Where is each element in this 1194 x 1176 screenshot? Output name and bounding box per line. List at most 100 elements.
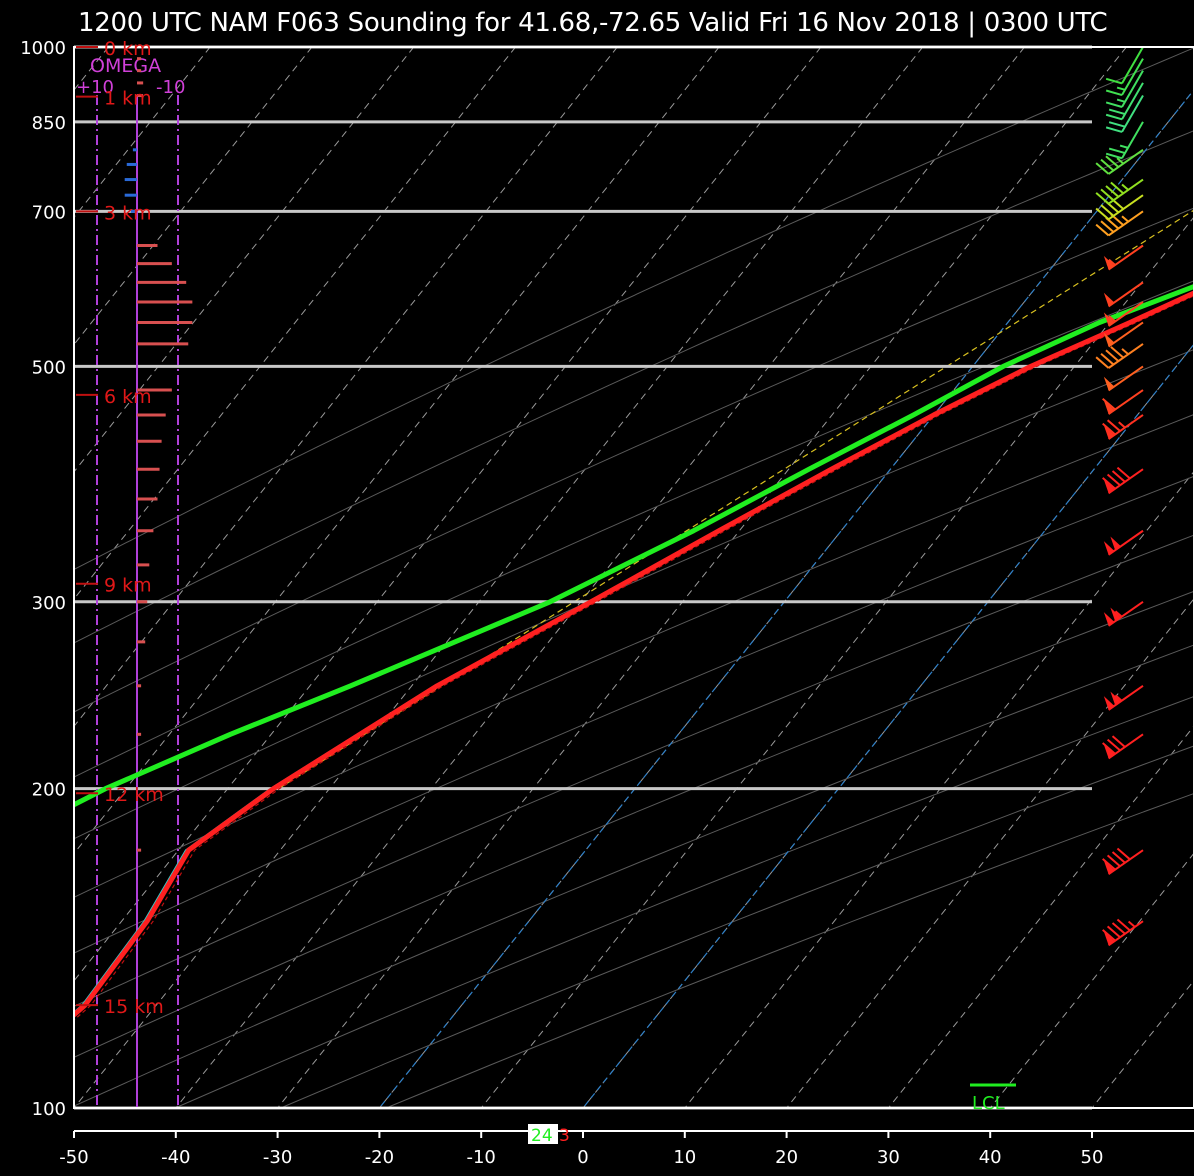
- wind-barb-half: [1114, 694, 1123, 702]
- temperature-tick-label: -30: [263, 1147, 292, 1168]
- wind-barb-full: [1108, 121, 1126, 128]
- temperature-tick-label: -50: [59, 1147, 88, 1168]
- wind-barb-half: [1127, 920, 1136, 928]
- wind-barb: [1102, 414, 1144, 440]
- wind-barb-full: [1108, 108, 1126, 116]
- wind-barb-flag: [1103, 332, 1115, 347]
- wind-barb-staff: [1121, 82, 1144, 120]
- wind-barb-full: [1100, 204, 1115, 217]
- height-label: 15 km: [104, 996, 164, 1018]
- wind-barb-half: [1121, 183, 1129, 191]
- wind-barb-half: [1114, 610, 1123, 618]
- wind-barb: [1105, 95, 1144, 133]
- pressure-tick-label: 850: [32, 113, 66, 134]
- isotherm: [74, 47, 822, 982]
- wind-barb-flag: [1103, 612, 1115, 626]
- wind-barb: [1105, 70, 1144, 108]
- surface-label-bg: [528, 1124, 558, 1144]
- wind-barbs: [1095, 46, 1144, 947]
- wind-barb-full: [1116, 466, 1131, 480]
- pressure-tick-label: 300: [32, 593, 66, 614]
- wind-barb-full: [1095, 356, 1110, 369]
- wind-barb-half: [1116, 157, 1124, 165]
- dry-adiabat: [74, 280, 1194, 778]
- wind-barb: [1103, 600, 1144, 627]
- wind-barb-staff: [1121, 121, 1144, 159]
- temperature-tick-label: -10: [466, 1147, 495, 1168]
- wind-barb-full: [1105, 126, 1123, 133]
- background-lines: [74, 47, 1194, 1109]
- dry-adiabat: [74, 590, 1194, 1058]
- dry-adiabat: [74, 348, 1194, 840]
- dry-adiabat: [74, 413, 1194, 898]
- wind-barb-full: [1110, 346, 1124, 359]
- pressure-tick-label: 100: [32, 1099, 66, 1120]
- temperature-tick-label: 30: [877, 1147, 900, 1168]
- wind-barb-full: [1095, 162, 1110, 175]
- chart-title: 1200 UTC NAM F063 Sounding for 41.68,-72…: [78, 8, 1108, 38]
- wind-barb-flag: [1103, 860, 1115, 875]
- wind-barb: [1105, 82, 1144, 121]
- wind-barb-flag: [1103, 400, 1115, 415]
- wind-barb-full: [1102, 742, 1116, 755]
- lcl-label: LCL: [972, 1093, 1005, 1114]
- wind-barb-full: [1106, 419, 1121, 432]
- wind-barb: [1095, 343, 1144, 369]
- wind-barb: [1095, 178, 1144, 205]
- isotherm: [480, 216, 1194, 1109]
- wind-barb-staff: [1121, 46, 1144, 84]
- reference-isotherm: [378, 88, 1194, 1109]
- wind-barb-full: [1110, 181, 1124, 195]
- wind-barb-full: [1116, 918, 1131, 932]
- wind-barb-staff: [1121, 58, 1144, 96]
- isotherm: [379, 88, 1194, 1109]
- wind-barb-full: [1102, 397, 1116, 411]
- omega-profile: OMEGA+10 -10: [76, 55, 193, 1108]
- wind-barb-full: [1102, 422, 1116, 436]
- height-label: 1 km: [104, 88, 152, 110]
- isotherm: [786, 597, 1194, 1109]
- surface-dewpoint-label: 24: [531, 1126, 553, 1146]
- wind-barb: [1103, 301, 1144, 327]
- wind-barb-half: [1119, 144, 1129, 149]
- dry-adiabat: [74, 534, 1194, 1007]
- wind-barb: [1103, 321, 1144, 348]
- temperature-tick-label: 10: [673, 1147, 696, 1168]
- height-label: 9 km: [104, 575, 152, 597]
- wind-barb-full: [1105, 185, 1120, 198]
- wind-barb-half: [1116, 98, 1126, 103]
- wind-barb-full: [1106, 473, 1121, 487]
- dry-adiabat: [174, 695, 1194, 1109]
- wind-barb-full: [1095, 192, 1110, 205]
- wind-barb: [1103, 244, 1144, 271]
- wind-barb: [1105, 46, 1144, 85]
- isobars: [74, 45, 1092, 1110]
- wind-barb-flag: [1103, 425, 1115, 440]
- isotherm: [989, 852, 1194, 1109]
- wind-barb-full: [1116, 847, 1131, 861]
- dry-adiabat: [74, 644, 1194, 1107]
- wind-barb-flag: [1103, 931, 1115, 946]
- wind-barb-full: [1102, 477, 1116, 490]
- wind-barb-flag: [1103, 744, 1115, 759]
- pressure-tick-label: 500: [32, 357, 66, 378]
- dry-adiabat: [74, 130, 1194, 644]
- omega-label: OMEGA: [90, 55, 161, 77]
- temperature-tick-label: 20: [775, 1147, 798, 1168]
- wind-barb-full: [1108, 147, 1126, 155]
- isotherm: [74, 47, 618, 728]
- height-label: 12 km: [104, 784, 164, 806]
- wind-barb-full: [1100, 188, 1115, 201]
- wind-barb-full: [1105, 152, 1123, 160]
- wind-barb: [1095, 149, 1144, 175]
- wind-barb-full: [1105, 349, 1120, 362]
- pressure-tick-label: 700: [32, 202, 66, 223]
- wind-barb-half: [1121, 348, 1129, 355]
- wind-barb-flag: [1110, 536, 1121, 551]
- sounding-traces: [74, 283, 1194, 1021]
- parcel-reference-line: [278, 209, 1194, 790]
- wind-barb-staff: [1108, 178, 1144, 205]
- wind-barb: [1102, 847, 1144, 876]
- wind-barb: [1102, 918, 1144, 947]
